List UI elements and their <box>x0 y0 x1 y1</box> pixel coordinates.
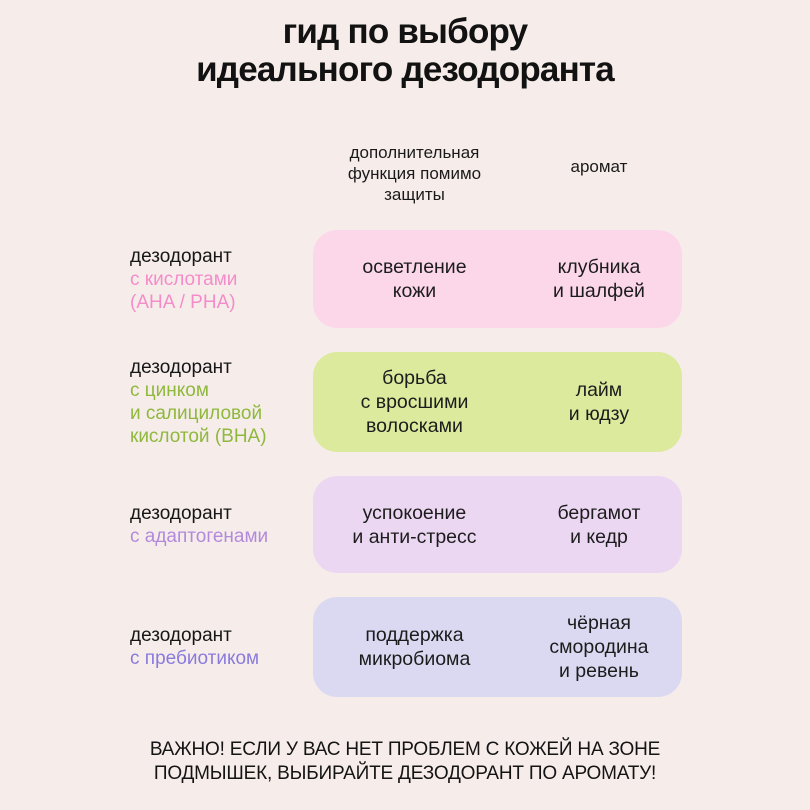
function-cell: борьба с вросшими волосками <box>360 367 469 437</box>
row-label-accent: с адаптогенами <box>130 525 269 547</box>
row-label-main: дезодорант <box>130 245 232 267</box>
row-label-acids: дезодорант с кислотами (AHA / PHA) <box>130 230 315 328</box>
row-label-main: дезодорант <box>130 357 232 378</box>
page-title: гид по выбору идеального дезодоранта <box>196 12 615 89</box>
function-cell: успокоение и анти-стресс <box>352 501 477 548</box>
row-label-accent: с кислотами (AHA / PHA) <box>130 268 238 313</box>
aroma-cell: лайм и юдзу <box>568 379 630 425</box>
footer-note: ВАЖНО! ЕСЛИ У ВАС НЕТ ПРОБЛЕМ С КОЖЕЙ НА… <box>149 739 661 784</box>
aroma-cell: чёрная смородина и ревень <box>549 612 649 682</box>
row-label-main: дезодорант <box>130 502 232 524</box>
function-cell: поддержка микробиома <box>358 624 471 670</box>
row-label-accent: с пребиотиком <box>130 648 260 669</box>
row-label-adaptogens: дезодорант с адаптогенами <box>130 476 315 573</box>
row-card-prebiotic: поддержка микробиома чёрная смородина и … <box>313 597 682 697</box>
row-label-prebiotic: дезодорант с пребиотиком <box>130 597 315 697</box>
column-header-aroma: аромат <box>570 157 628 176</box>
row-label-accent: с цинком и салициловой кислотой (BHA) <box>130 380 267 447</box>
column-headers: дополнительная функция помимо защиты аро… <box>313 142 682 205</box>
row-label-zinc-bha: дезодорант с цинком и салициловой кислот… <box>130 352 315 452</box>
aroma-cell: клубника и шалфей <box>552 256 645 302</box>
row-card-adaptogens: успокоение и анти-стресс бергамот и кедр <box>313 476 682 573</box>
column-header-function: дополнительная функция помимо защиты <box>347 143 482 204</box>
row-label-main: дезодорант <box>130 625 232 646</box>
row-card-acids: осветление кожи клубника и шалфей <box>313 230 682 328</box>
row-card-zinc-bha: борьба с вросшими волосками лайм и юдзу <box>313 352 682 452</box>
function-cell: осветление кожи <box>362 256 467 302</box>
aroma-cell: бергамот и кедр <box>557 501 641 548</box>
